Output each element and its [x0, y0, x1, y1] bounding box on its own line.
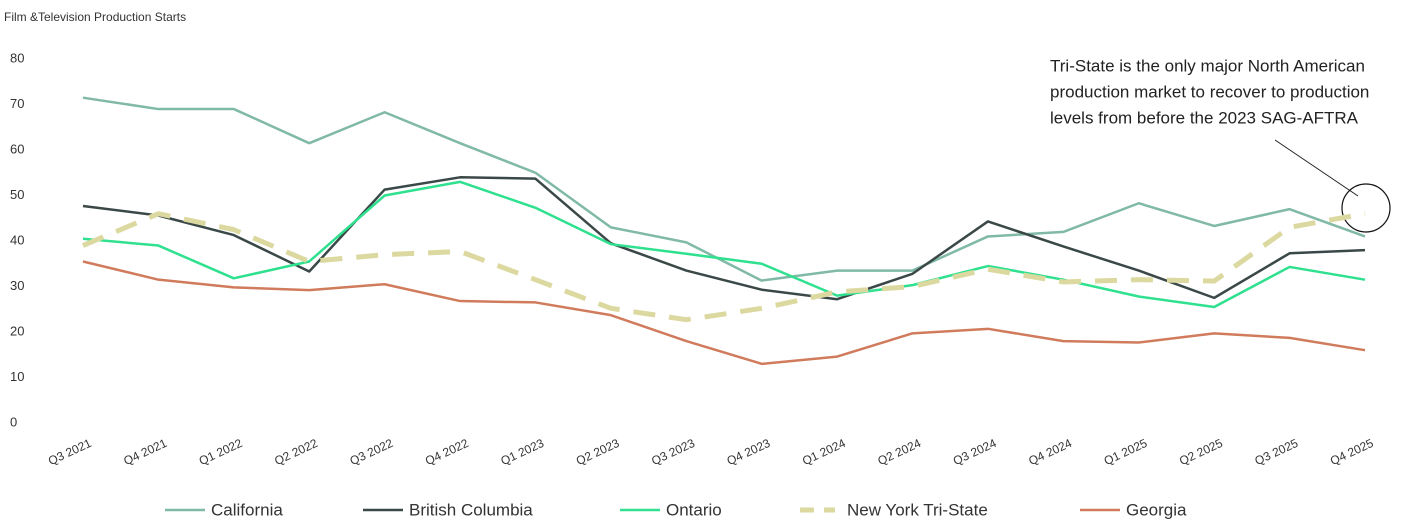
legend-label: British Columbia	[409, 500, 533, 519]
legend-label: Ontario	[666, 500, 722, 519]
legend-label: California	[211, 500, 283, 519]
annotation-text: levels from before the 2023 SAG-AFTRA	[1050, 108, 1359, 127]
series-line	[82, 96, 1366, 282]
y-tick-label: 40	[10, 232, 24, 247]
x-tick-label: Q3 2025	[1253, 436, 1301, 468]
x-tick-label: Q4 2021	[121, 436, 169, 468]
chart-title: Film &Television Production Starts	[4, 10, 186, 24]
x-tick-label: Q3 2022	[348, 436, 396, 468]
y-tick-label: 70	[10, 96, 24, 111]
series-line	[82, 180, 1366, 309]
annotation-text: production market to recover to producti…	[1050, 82, 1369, 101]
annotation-pointer	[1274, 139, 1359, 197]
x-tick-label: Q1 2024	[800, 436, 848, 468]
x-tick-label: Q3 2021	[46, 436, 94, 468]
legend-label: Georgia	[1126, 500, 1187, 519]
x-tick-label: Q3 2024	[951, 436, 999, 468]
x-tick-label: Q4 2025	[1328, 436, 1376, 468]
x-tick-label: Q2 2024	[875, 436, 923, 468]
x-tick-label: Q1 2025	[1102, 436, 1150, 468]
legend-label: New York Tri-State	[847, 500, 988, 519]
x-tick-label: Q4 2022	[423, 436, 471, 468]
series-line	[82, 260, 1366, 366]
x-tick-label: Q2 2023	[574, 436, 622, 468]
x-tick-label: Q2 2022	[272, 436, 320, 468]
annotation-circle	[1341, 183, 1391, 233]
x-tick-label: Q1 2022	[197, 436, 245, 468]
x-tick-label: Q4 2024	[1026, 436, 1074, 468]
y-tick-label: 20	[10, 323, 24, 338]
y-tick-label: 10	[10, 369, 24, 384]
y-tick-label: 0	[10, 414, 17, 429]
y-tick-label: 30	[10, 278, 24, 293]
y-tick-label: 50	[10, 187, 24, 202]
annotation-text: Tri-State is the only major North Americ…	[1050, 56, 1365, 75]
y-tick-label: 80	[10, 50, 24, 65]
x-tick-label: Q2 2025	[1177, 436, 1225, 468]
y-tick-label: 60	[10, 141, 24, 156]
x-tick-label: Q1 2023	[498, 436, 546, 468]
x-tick-label: Q4 2023	[725, 436, 773, 468]
x-tick-label: Q3 2023	[649, 436, 697, 468]
series-line	[82, 211, 1366, 323]
